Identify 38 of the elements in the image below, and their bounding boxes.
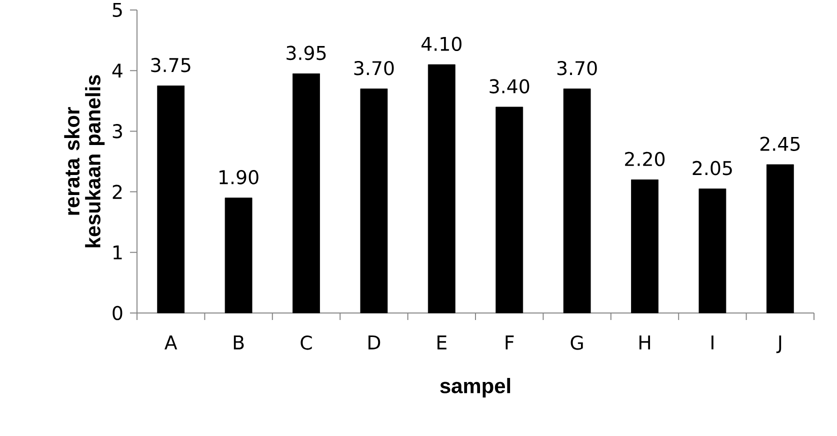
y-tick-label: 4: [112, 64, 122, 78]
x-tick-label: F: [506, 336, 514, 350]
data-label: 2.45: [760, 136, 800, 152]
bar: [766, 164, 794, 314]
x-tick-label: G: [570, 336, 583, 350]
bar: [360, 88, 388, 314]
data-label: 1.90: [220, 170, 258, 184]
x-tick-label: C: [300, 336, 312, 350]
y-tick-label: 5: [112, 2, 122, 18]
data-label: 3.95: [286, 46, 326, 60]
bar: [224, 198, 252, 314]
bar: [428, 64, 456, 314]
bar: [698, 188, 726, 314]
data-label: 2.05: [692, 160, 732, 176]
data-label: 3.70: [557, 60, 597, 76]
data-label: 3.75: [151, 58, 190, 72]
x-tick-label: J: [776, 336, 782, 354]
data-label: 2.20: [625, 152, 665, 166]
x-tick-label: H: [639, 336, 650, 350]
bar: [563, 88, 591, 314]
bar: [292, 73, 320, 314]
x-tick-label: E: [438, 336, 446, 350]
bar: [157, 86, 185, 314]
y-tick-label: 0: [112, 306, 122, 320]
x-tick-label: D: [368, 336, 380, 350]
x-tick-label: B: [234, 336, 244, 350]
data-label: 3.40: [490, 79, 530, 94]
x-tick-label: I: [712, 336, 714, 350]
y-tick-label: 2: [112, 184, 122, 199]
bar: [496, 106, 524, 314]
bar: [631, 179, 658, 314]
data-label: 3.70: [354, 60, 394, 76]
y-axis-title: rerata skor kesukaan panelis: [64, 75, 105, 248]
y-tick-label: 3: [112, 124, 122, 138]
x-axis-title: sampel: [440, 378, 510, 398]
y-tick-label: 1: [114, 246, 122, 260]
data-label: 4.10: [422, 36, 462, 52]
x-tick-label: A: [164, 336, 178, 350]
